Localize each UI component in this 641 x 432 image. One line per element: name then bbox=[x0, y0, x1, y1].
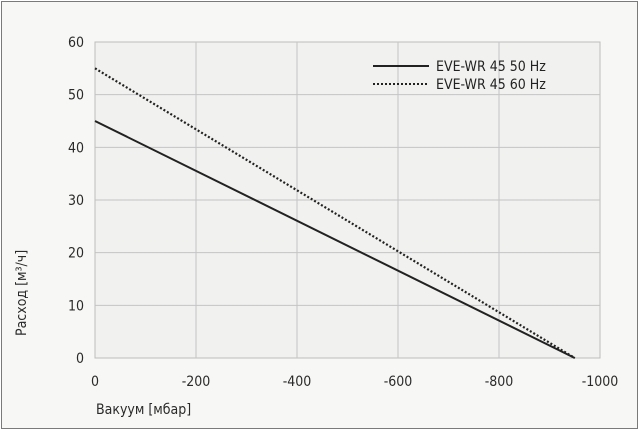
legend-label-1: EVE-WR 45 50 Hz bbox=[436, 59, 546, 75]
x-tick-label: -1000 bbox=[582, 374, 619, 390]
legend: EVE-WR 45 50 Hz EVE-WR 45 60 Hz bbox=[373, 59, 546, 93]
y-tick-label: 10 bbox=[68, 298, 84, 314]
y-axis-ticks: 0 10 20 30 40 50 60 bbox=[68, 35, 84, 367]
series-group bbox=[94, 67, 576, 359]
grid bbox=[95, 42, 600, 358]
x-tick-label: 0 bbox=[91, 374, 99, 390]
x-axis-title: Вакуум [мбар] bbox=[96, 402, 191, 418]
y-tick-label: 50 bbox=[68, 88, 84, 104]
y-tick-label: 40 bbox=[68, 140, 84, 156]
y-tick-label: 60 bbox=[68, 35, 84, 51]
y-tick-label: 20 bbox=[68, 246, 84, 262]
y-tick-label: 30 bbox=[68, 193, 84, 209]
series-line-2 bbox=[94, 67, 576, 359]
legend-label-2: EVE-WR 45 60 Hz bbox=[436, 77, 546, 93]
y-axis-title: Расход [м³/ч] bbox=[14, 250, 30, 336]
x-tick-label: -400 bbox=[283, 374, 312, 390]
series-line-1 bbox=[94, 120, 576, 359]
x-tick-label: -600 bbox=[384, 374, 413, 390]
y-tick-label: 0 bbox=[76, 351, 84, 367]
x-tick-label: -800 bbox=[485, 374, 514, 390]
x-tick-label: -200 bbox=[182, 374, 211, 390]
x-axis-ticks: 0 -200 -400 -600 -800 -1000 bbox=[91, 374, 618, 390]
